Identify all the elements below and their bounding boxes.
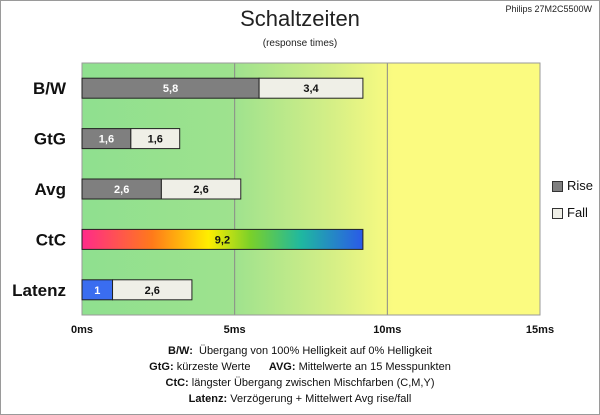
chart-title: Schaltzeiten xyxy=(240,6,360,31)
value-label: 2,6 xyxy=(145,285,160,297)
legend-rise-label: Rise xyxy=(567,178,594,193)
monitor-model: Philips 27M2C5500W xyxy=(505,4,592,14)
value-label: 3,4 xyxy=(303,83,319,95)
x-tick-label: 15ms xyxy=(526,324,554,336)
category-label: GtG xyxy=(34,130,66,149)
chart-notes: B/W: Übergang von 100% Helligkeit auf 0%… xyxy=(0,343,600,407)
category-label: B/W xyxy=(33,79,67,98)
legend-fall-label: Fall xyxy=(567,205,588,220)
legend-rise-swatch xyxy=(552,181,563,193)
x-tick-label: 5ms xyxy=(224,324,246,336)
note-latency: Latenz: Verzögerung + Mittelwert Avg ris… xyxy=(188,393,412,405)
value-label: 9,2 xyxy=(215,234,230,246)
value-label: 5,8 xyxy=(163,83,178,95)
note-gtg-avg: GtG: kürzeste Werte AVG: Mittelwerte an … xyxy=(149,361,451,373)
legend-rise: Rise xyxy=(552,178,593,193)
category-label: Avg xyxy=(35,180,67,199)
legend-fall: Fall xyxy=(552,205,588,220)
bar-fall xyxy=(112,279,193,301)
bar-fall xyxy=(130,128,181,150)
x-tick-label: 0ms xyxy=(71,324,93,336)
value-label: 2,6 xyxy=(114,184,129,196)
legend-fall-swatch xyxy=(552,208,563,220)
value-label: 2,6 xyxy=(193,184,208,196)
value-label: 1 xyxy=(94,285,100,297)
category-label: Latenz xyxy=(12,281,66,300)
bar-fall xyxy=(160,178,242,200)
note-bw: B/W: Übergang von 100% Helligkeit auf 0%… xyxy=(168,345,432,357)
value-label: 1,6 xyxy=(148,134,163,146)
x-tick-label: 10ms xyxy=(373,324,401,336)
chart-subtitle: (response times) xyxy=(262,38,338,49)
bar-fall xyxy=(258,77,364,99)
note-ctc: CtC: längster Übergang zwischen Mischfar… xyxy=(165,377,435,389)
category-label: CtC xyxy=(36,230,66,249)
bar-ctc xyxy=(81,228,364,250)
value-label: 1,6 xyxy=(99,134,114,146)
